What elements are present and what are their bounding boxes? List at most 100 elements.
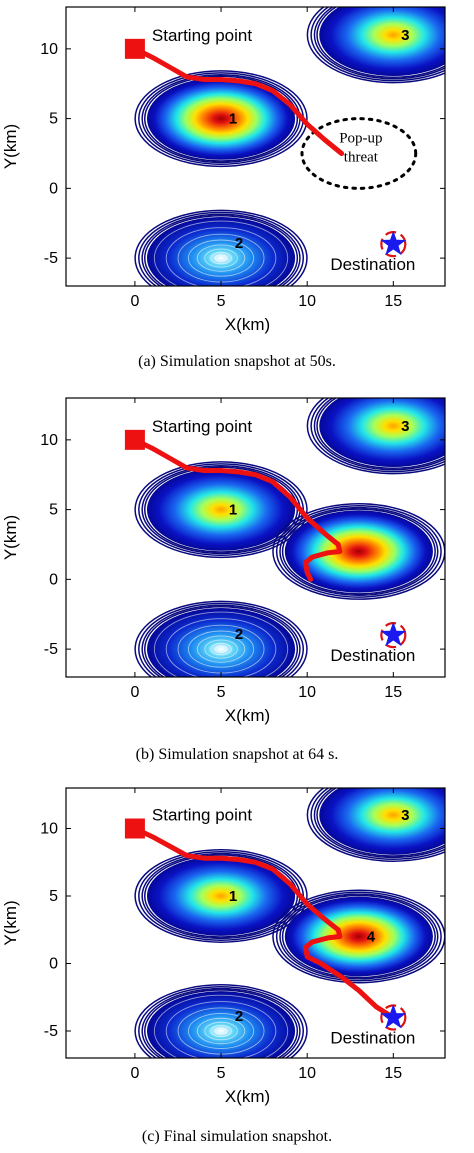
contour-ring <box>313 7 445 80</box>
contour-line <box>204 639 238 659</box>
contour-ring <box>138 211 304 286</box>
x-tick-label: 5 <box>217 684 226 701</box>
threat-2-label: 2 <box>235 626 243 643</box>
contour-ring <box>310 7 445 82</box>
panel-1: 1 2 3 Pop-up threat Starting point Destination… <box>1 6 446 370</box>
threat-fill <box>146 468 296 551</box>
contour-line <box>214 1027 228 1035</box>
x-axis-label: X(km) <box>225 1087 270 1106</box>
contour-ring <box>306 398 445 475</box>
contour-ring <box>279 506 439 597</box>
y-tick-label: 0 <box>49 956 58 973</box>
contour-line <box>214 254 228 262</box>
threat-2-label: 2 <box>235 1008 243 1025</box>
destination-label: Destination <box>330 646 415 665</box>
contour-ring <box>138 986 304 1058</box>
contour-ring <box>134 70 308 168</box>
contour-line <box>196 635 246 663</box>
x-tick-label: 10 <box>298 293 316 310</box>
start-label: Starting point <box>152 417 252 436</box>
threat-fill <box>146 607 296 677</box>
plot-frame <box>65 6 446 287</box>
start-marker <box>124 818 145 839</box>
contour-line <box>153 611 289 677</box>
contour-line <box>165 227 277 286</box>
x-tick-label: 10 <box>298 684 316 701</box>
contour-ring <box>275 505 442 598</box>
contour-line <box>188 1013 255 1049</box>
destination-label: Destination <box>330 255 415 274</box>
start-label: Starting point <box>152 26 252 45</box>
contour-ring <box>279 893 439 980</box>
y-tick-label: 10 <box>40 821 58 838</box>
y-tick-label: 5 <box>49 502 58 519</box>
threat-fill <box>319 398 445 468</box>
contour-ring <box>141 987 301 1058</box>
contour-ring <box>141 604 301 677</box>
threat-2-contour: 2 <box>134 600 308 677</box>
x-tick-label: 15 <box>384 293 402 310</box>
threat-2-contour: 2 <box>134 984 308 1058</box>
popup-threat-outline <box>300 117 418 190</box>
popup-threat-label-line1: Pop-up <box>339 130 382 146</box>
contour-line <box>153 994 289 1058</box>
contour-line <box>165 618 277 677</box>
panel-caption: (c) Final simulation snapshot. <box>142 1128 332 1145</box>
y-tick-label: 0 <box>49 571 58 588</box>
destination-label: Destination <box>330 1029 415 1048</box>
contour-line <box>204 1021 238 1041</box>
flight-path <box>132 437 343 582</box>
x-tick-label: 0 <box>130 1065 139 1082</box>
contour-line <box>196 244 246 272</box>
contour-line <box>210 251 232 265</box>
threat-fill <box>146 216 296 286</box>
x-tick-label: 5 <box>217 293 226 310</box>
contour-ring <box>316 788 445 857</box>
contour-line <box>165 1001 277 1058</box>
threat-4-label: 4 <box>367 929 376 946</box>
contour-ring <box>310 788 445 860</box>
y-tick-label: -5 <box>44 1023 58 1040</box>
contour-ring <box>134 461 308 559</box>
y-tick-label: -5 <box>44 250 58 267</box>
contour-ring <box>134 209 308 286</box>
contour-ring <box>313 788 445 859</box>
flight-path <box>132 46 345 156</box>
contour-ring <box>134 984 308 1058</box>
threat-3-contour: 3 <box>306 7 445 84</box>
contour-line <box>204 248 238 268</box>
plot-frame <box>65 787 446 1059</box>
threat-1-contour: 1 <box>134 70 308 168</box>
x-tick-label: 0 <box>130 684 139 701</box>
flight-path <box>132 826 396 1020</box>
threat-4-contour: 4 <box>272 889 445 984</box>
y-tick-label: -5 <box>44 641 58 658</box>
threat-3-label: 3 <box>401 418 409 435</box>
x-axis-label: X(km) <box>225 315 270 334</box>
threat-2-contour: 2 <box>134 209 308 286</box>
y-axis-label: Y(km) <box>1 515 20 560</box>
contour-ring <box>306 7 445 84</box>
destination-star <box>380 230 407 256</box>
x-tick-label: 0 <box>130 293 139 310</box>
threat-3-contour: 3 <box>306 788 445 862</box>
contour-ring <box>281 894 436 979</box>
y-tick-label: 5 <box>49 111 58 128</box>
threat-fill <box>146 77 296 160</box>
y-axis-label: Y(km) <box>1 124 20 169</box>
threat-3-label: 3 <box>401 807 409 824</box>
start-label: Starting point <box>152 806 252 825</box>
threat-popup-contour <box>272 502 445 600</box>
threat-1-label: 1 <box>229 111 237 128</box>
y-tick-label: 10 <box>40 41 58 58</box>
contour-line <box>188 239 255 277</box>
x-tick-label: 15 <box>384 684 402 701</box>
contour-ring <box>310 398 445 473</box>
panel-2: 1 2 3 Starting point Destination 0 5 10 15 10 5 0 -5… <box>1 397 446 763</box>
contour-ring <box>134 849 308 943</box>
plot-area: 1 2 3 Pop-up threat Starting point Destination <box>124 7 445 286</box>
x-tick-label: 10 <box>298 1065 316 1082</box>
contour-ring <box>144 989 299 1058</box>
threat-fill <box>319 7 445 77</box>
